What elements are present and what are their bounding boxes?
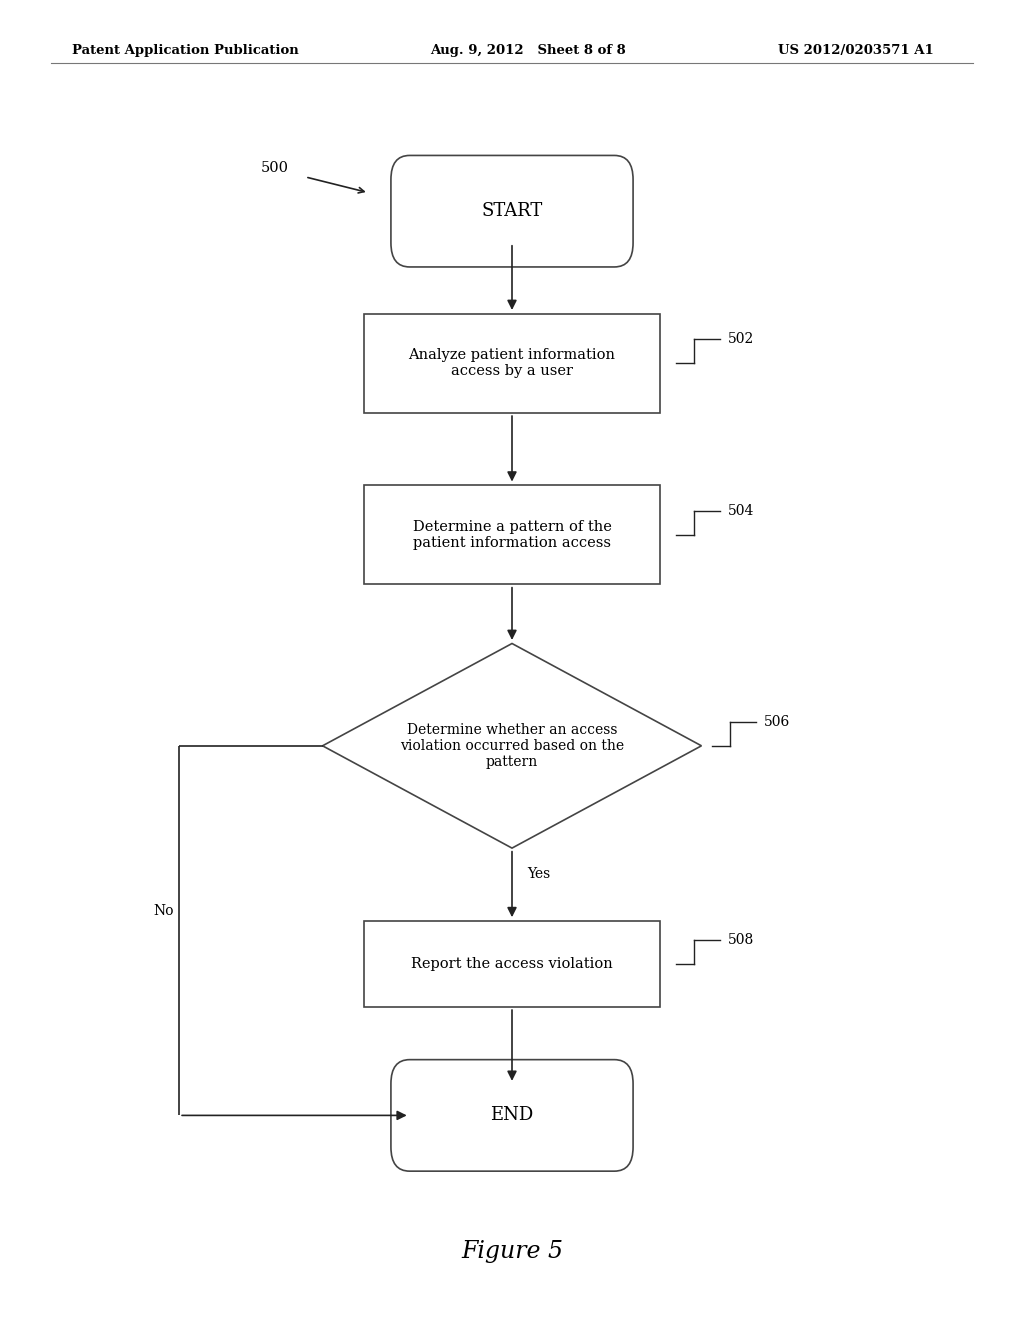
FancyBboxPatch shape xyxy=(391,1060,633,1171)
Text: END: END xyxy=(490,1106,534,1125)
Text: Yes: Yes xyxy=(527,867,551,880)
Text: 502: 502 xyxy=(728,333,755,346)
Text: 504: 504 xyxy=(728,504,755,517)
Bar xyxy=(364,314,660,412)
Bar xyxy=(364,486,660,583)
Text: START: START xyxy=(481,202,543,220)
Text: Report the access violation: Report the access violation xyxy=(411,957,613,970)
Text: Determine a pattern of the
patient information access: Determine a pattern of the patient infor… xyxy=(413,520,611,549)
Text: US 2012/0203571 A1: US 2012/0203571 A1 xyxy=(778,44,934,57)
Text: Aug. 9, 2012   Sheet 8 of 8: Aug. 9, 2012 Sheet 8 of 8 xyxy=(430,44,626,57)
Text: Determine whether an access
violation occurred based on the
pattern: Determine whether an access violation oc… xyxy=(400,722,624,770)
Text: No: No xyxy=(154,904,174,917)
Polygon shape xyxy=(323,644,701,849)
Text: Figure 5: Figure 5 xyxy=(461,1239,563,1263)
Text: 508: 508 xyxy=(728,933,755,946)
Text: Analyze patient information
access by a user: Analyze patient information access by a … xyxy=(409,348,615,378)
FancyBboxPatch shape xyxy=(391,156,633,267)
Text: Patent Application Publication: Patent Application Publication xyxy=(72,44,298,57)
Text: 506: 506 xyxy=(764,715,791,729)
Bar xyxy=(364,921,660,1006)
Text: 500: 500 xyxy=(261,161,289,174)
